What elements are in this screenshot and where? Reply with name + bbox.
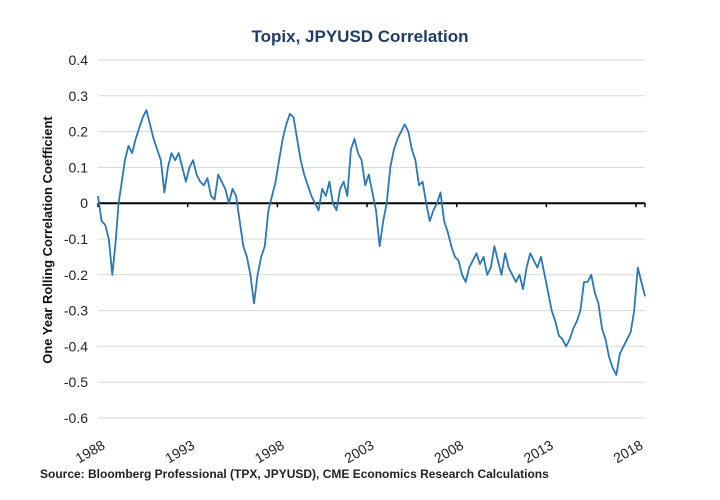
y-tick-label: -0.3 — [64, 303, 88, 319]
y-tick-label: 0.3 — [69, 88, 89, 104]
x-tick-label: 1993 — [162, 437, 197, 467]
x-tick-label: 2013 — [521, 437, 556, 467]
y-axis-tick-labels: 0.4 0.3 0.2 0.1 0 -0.1 -0.2 -0.3 -0.4 -0.5 -0.6 — [64, 52, 88, 426]
source-note: Source: Bloomberg Professional (TPX, JPY… — [40, 467, 549, 481]
y-tick-label: 0.2 — [69, 124, 89, 140]
chart-title: Topix, JPYUSD Correlation — [252, 27, 469, 46]
series-lines — [97, 109, 646, 376]
y-tick-label: -0.6 — [64, 410, 88, 426]
x-tick-label: 2008 — [431, 437, 466, 467]
x-tick-label: 1998 — [252, 437, 287, 467]
y-tick-label: -0.2 — [64, 267, 88, 283]
x-tick-label: 2018 — [611, 437, 646, 467]
correlation-series-line — [97, 109, 646, 376]
x-tick-label: 2003 — [342, 437, 377, 467]
y-tick-label: 0 — [80, 195, 88, 211]
x-axis-tick-labels: 1988 1993 1998 2003 2008 2013 2018 — [73, 437, 646, 467]
x-tick-label: 1988 — [73, 437, 108, 467]
y-tick-label: -0.4 — [64, 338, 88, 354]
zero-baseline — [97, 202, 646, 208]
y-tick-label: 0.1 — [69, 159, 89, 175]
y-tick-label: -0.1 — [64, 231, 88, 247]
y-tick-label: -0.5 — [64, 374, 88, 390]
y-axis-label: One Year Rolling Correlation Coefficient — [40, 116, 55, 364]
gridlines — [98, 59, 645, 419]
y-tick-label: 0.4 — [69, 52, 89, 68]
